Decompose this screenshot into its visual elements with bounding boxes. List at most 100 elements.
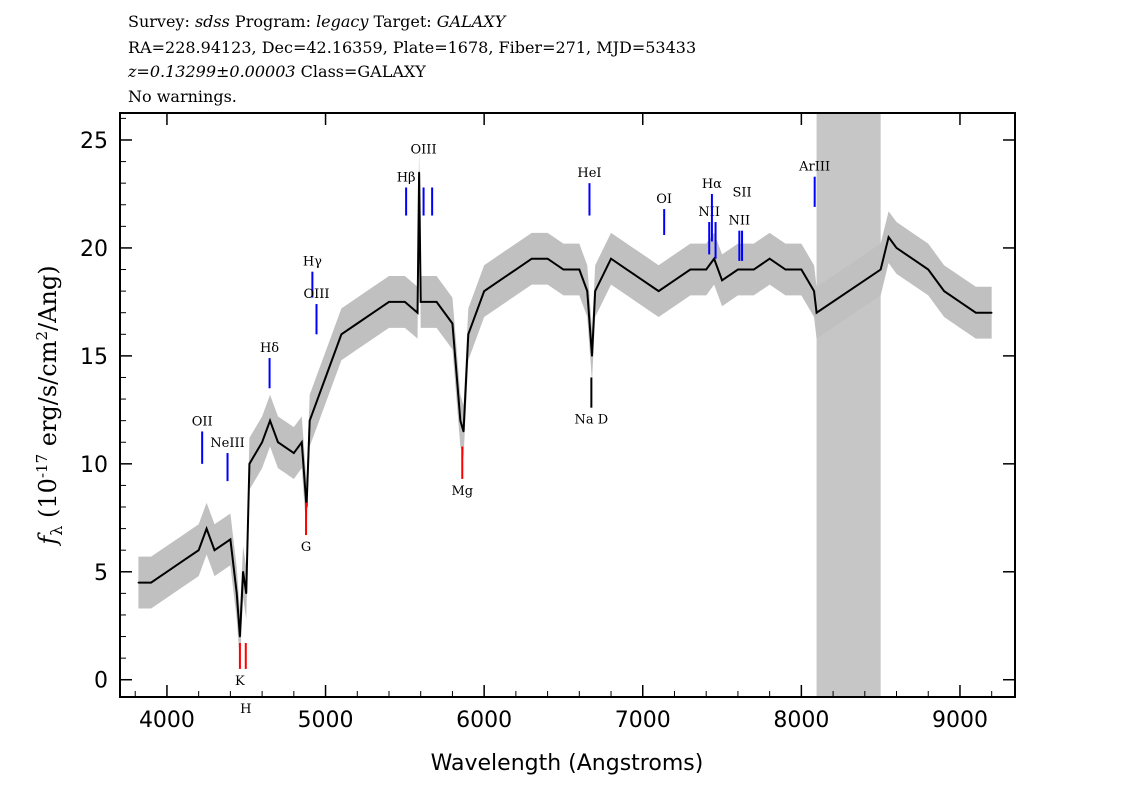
flux-point	[641, 279, 644, 282]
x-tick-label: 6000	[456, 708, 512, 733]
target-label: Target:	[373, 12, 432, 31]
line-label: Hγ	[303, 255, 322, 270]
flux-point	[800, 268, 803, 271]
line-label: ArIII	[798, 160, 830, 175]
header-line-survey: Survey: sdss Program: legacy Target: GAL…	[128, 12, 505, 32]
flux-point	[990, 311, 993, 314]
flux-point	[459, 419, 462, 422]
x-axis-label: Wavelength (Angstroms)	[431, 751, 704, 776]
line-label: NeIII	[210, 436, 244, 451]
y-tick-label: 15	[80, 345, 108, 370]
flux-point	[895, 247, 898, 249]
flux-point	[515, 268, 517, 271]
program-value: legacy	[316, 12, 369, 31]
flux-point	[483, 290, 485, 292]
flux-point	[752, 268, 755, 271]
flux-point	[705, 268, 707, 271]
line-label: OIII	[411, 142, 437, 157]
flux-point	[462, 430, 465, 433]
flux-point	[404, 301, 406, 303]
flux-point	[768, 257, 771, 260]
flux-point	[959, 301, 961, 303]
line-label: SII	[732, 186, 751, 201]
header-line-warnings: No warnings.	[128, 87, 237, 106]
flux-point	[300, 441, 303, 444]
flux-point	[418, 171, 420, 174]
flux-point	[737, 268, 739, 271]
flux-point	[372, 311, 374, 314]
flux-point	[499, 279, 501, 282]
flux-point	[591, 355, 593, 357]
y-tick-label: 20	[80, 237, 108, 262]
flux-point	[673, 279, 676, 282]
spectral-line-markers: OII NeIII Hδ Hγ OIII Hβ OIII HeI OI NII Hα NII SII Ar…	[192, 142, 831, 716]
target-value: GALAXY	[436, 12, 506, 31]
flux-point	[316, 398, 319, 400]
flux-point	[248, 463, 251, 465]
flux-point	[879, 268, 882, 271]
flux-point	[229, 538, 232, 541]
y-tick-label: 10	[80, 453, 108, 478]
flux-point	[927, 268, 930, 271]
y-tick-label: 25	[80, 129, 108, 154]
flux-point	[166, 570, 168, 573]
flux-series	[137, 171, 993, 638]
flux-point	[182, 560, 184, 562]
line-label: Hδ	[260, 341, 279, 356]
line-label: Mg	[451, 484, 473, 499]
header-line-redshift: z=0.13299±0.00003 Class=GALAXY	[128, 62, 426, 82]
flux-point	[578, 268, 581, 271]
flux-point	[975, 311, 977, 314]
error-band-area	[138, 146, 992, 663]
flux-point	[356, 322, 359, 325]
x-tick-label: 8000	[773, 708, 829, 733]
y-tick-label: 5	[94, 561, 108, 586]
line-label: OI	[656, 192, 672, 207]
flux-point	[150, 581, 152, 584]
line-label: G	[301, 540, 311, 555]
line-label: NII	[729, 214, 751, 229]
flux-point	[610, 257, 612, 260]
line-label: H	[240, 702, 251, 717]
flux-point	[324, 376, 327, 379]
flux-point	[721, 279, 723, 282]
flux-point	[388, 301, 390, 303]
flux-point	[340, 333, 343, 336]
line-label: Hβ	[397, 170, 416, 185]
flux-point	[911, 257, 914, 260]
flux-point	[308, 419, 311, 422]
flux-point	[784, 268, 787, 271]
axis-ticks: 4000 5000 6000 7000 8000 9000 0 5 10 15 20 25	[80, 113, 1015, 733]
class-value: Class=GALAXY	[300, 62, 426, 81]
x-tick-label: 5000	[298, 708, 354, 733]
line-label: Hα	[702, 177, 722, 192]
flux-line	[138, 172, 992, 637]
flux-point	[887, 236, 890, 238]
error-band	[138, 146, 992, 663]
flux-point	[239, 635, 241, 638]
flux-point	[137, 581, 140, 584]
flux-point	[269, 419, 271, 422]
y-axis-label: fλ (10-17 erg/s/cm2/Ang)	[33, 265, 66, 546]
flux-point	[586, 290, 589, 292]
flux-point	[293, 452, 295, 454]
x-tick-label: 4000	[139, 708, 195, 733]
flux-point	[435, 301, 438, 303]
flux-point	[277, 441, 279, 444]
flux-point	[261, 441, 263, 444]
program-label: Program:	[234, 12, 311, 31]
x-tick-label: 7000	[615, 708, 671, 733]
flux-point	[213, 549, 216, 551]
line-label: K	[235, 674, 245, 689]
flux-point	[943, 290, 945, 292]
flux-point	[626, 268, 628, 271]
line-label: NII	[698, 205, 720, 220]
flux-point	[713, 257, 715, 260]
header-line-coords: RA=228.94123, Dec=42.16359, Plate=1678, …	[128, 38, 697, 57]
line-label: HeI	[577, 166, 601, 181]
flux-point	[235, 592, 238, 595]
flux-point	[815, 311, 818, 314]
flux-point	[419, 301, 422, 303]
flux-point	[205, 527, 208, 530]
